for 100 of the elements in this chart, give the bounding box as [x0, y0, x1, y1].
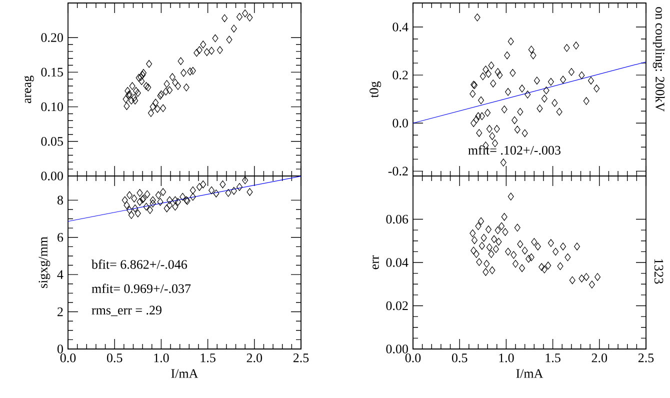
x-tick-label: 1.5 [200, 354, 216, 362]
x-tick-label: 1.0 [499, 354, 514, 362]
point [126, 191, 133, 200]
point [124, 201, 130, 210]
point [524, 90, 531, 98]
point [594, 273, 601, 281]
point [134, 209, 141, 218]
point [152, 98, 159, 107]
annotation: mfit= .102+/-.003 [468, 145, 560, 155]
point [242, 176, 248, 184]
point [166, 86, 173, 94]
point [174, 198, 181, 206]
point [583, 97, 590, 105]
annotation: rms_err = .29 [92, 306, 162, 316]
y-tick-label: 2 [58, 307, 63, 316]
point [552, 248, 559, 256]
point [501, 106, 508, 114]
y-tick-label: -0.2 [388, 166, 408, 176]
point [208, 46, 215, 55]
point [131, 194, 138, 202]
point [482, 268, 489, 276]
point [519, 264, 526, 272]
point [519, 84, 526, 92]
point [132, 96, 138, 104]
point [472, 236, 478, 244]
point [226, 36, 232, 44]
point [534, 242, 541, 250]
point [132, 204, 138, 212]
y-tick-label: 0.20 [41, 33, 63, 42]
point [164, 204, 170, 212]
point [475, 222, 482, 230]
point [512, 260, 519, 268]
x-tick-label: 0.5 [106, 354, 122, 362]
point [174, 82, 181, 90]
point [246, 188, 253, 196]
point [160, 104, 166, 112]
point [126, 206, 133, 214]
point [578, 71, 585, 80]
point [230, 24, 237, 32]
y-tick-label: 0.0 [392, 118, 408, 128]
point [500, 158, 506, 166]
point [222, 14, 228, 22]
point [180, 192, 186, 201]
y-axis-title: areag [24, 76, 34, 104]
point [564, 253, 571, 262]
point [480, 72, 486, 80]
x-tick-label: 2.0 [246, 354, 262, 362]
point [494, 226, 501, 234]
point [560, 76, 566, 84]
point [514, 126, 520, 134]
point [531, 238, 538, 246]
point [505, 88, 512, 96]
point [208, 186, 215, 194]
point [494, 68, 501, 76]
point [478, 112, 485, 120]
point [543, 86, 550, 94]
point [476, 258, 482, 266]
point [180, 68, 187, 77]
point [470, 246, 477, 254]
point [475, 112, 482, 120]
point [166, 196, 173, 204]
point [138, 73, 144, 81]
point [470, 229, 476, 238]
point [212, 34, 218, 42]
point [246, 14, 253, 22]
point [236, 12, 242, 21]
y-tick-label: 0.00 [41, 172, 63, 180]
point [242, 9, 248, 18]
point [530, 51, 536, 60]
x-tick-label: 2.0 [592, 354, 608, 362]
point [190, 192, 196, 201]
point [505, 248, 512, 256]
point [494, 124, 500, 133]
point [200, 40, 206, 48]
point [157, 198, 164, 206]
point [187, 68, 194, 76]
point [536, 104, 543, 112]
point [556, 108, 562, 116]
point [504, 51, 510, 60]
point [470, 119, 477, 128]
point [528, 253, 534, 262]
point [236, 183, 242, 191]
point [486, 124, 492, 133]
point [548, 78, 554, 86]
point [128, 96, 134, 104]
point [478, 96, 484, 104]
point [143, 82, 150, 90]
y-tick-label: 0.2 [392, 70, 408, 80]
point [230, 186, 237, 195]
point [594, 84, 600, 92]
point [164, 80, 170, 88]
point [560, 242, 566, 250]
point [498, 222, 505, 230]
point [146, 60, 152, 68]
y-tick-label: 0.02 [386, 301, 408, 310]
point [508, 38, 514, 46]
point [150, 102, 156, 111]
point [491, 235, 498, 244]
point [482, 66, 489, 74]
point [480, 234, 487, 242]
